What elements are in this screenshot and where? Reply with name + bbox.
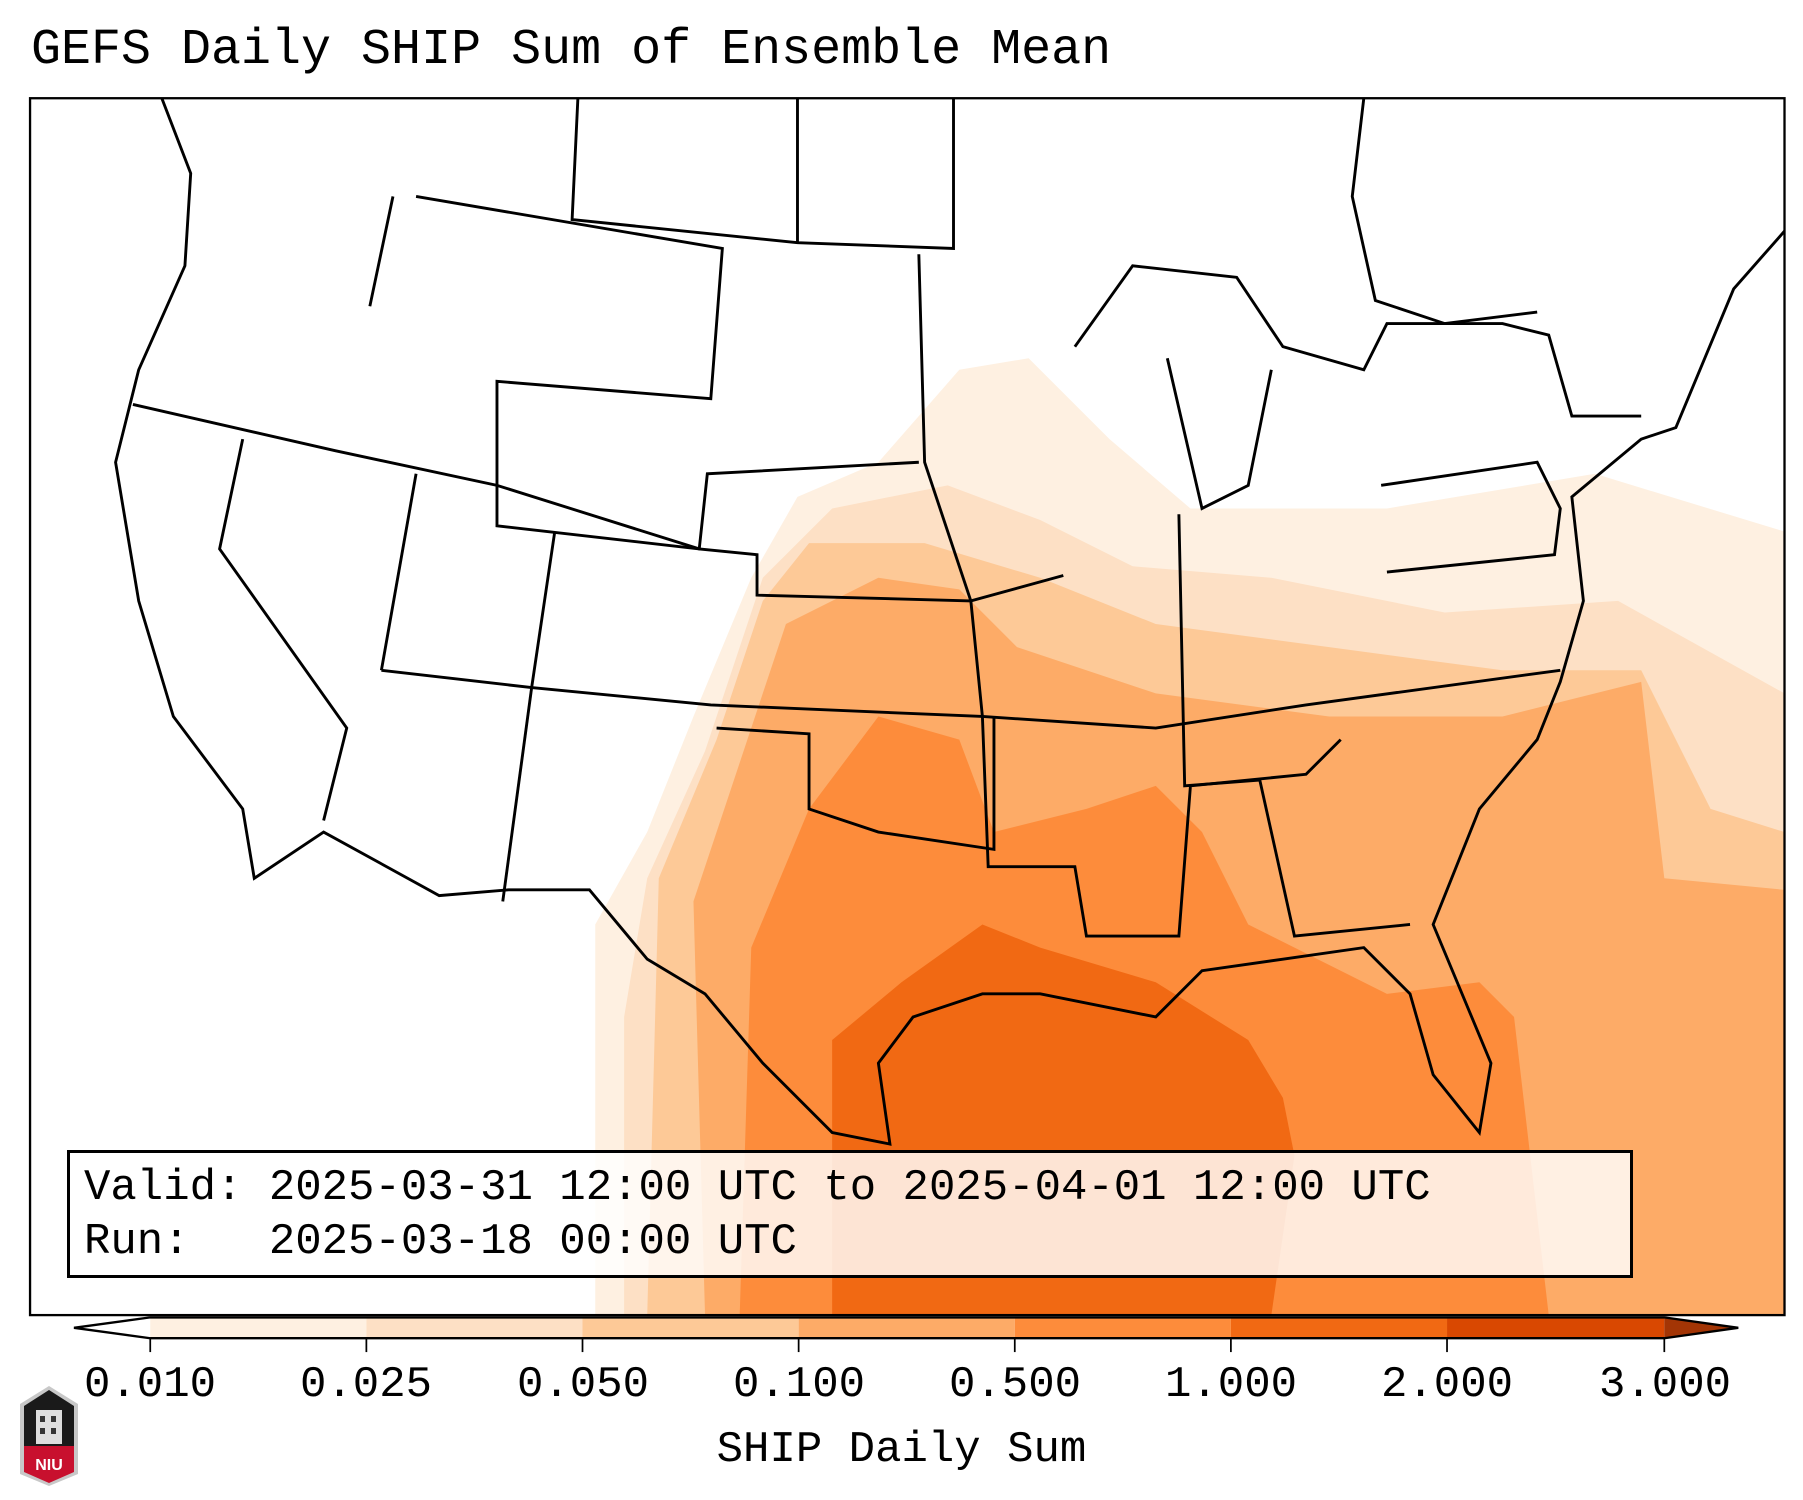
svg-text:NIU: NIU (35, 1457, 63, 1474)
colorbar-bin (150, 1317, 367, 1339)
colorbar-bin (366, 1317, 583, 1339)
colorbar-label: SHIP Daily Sum (716, 1425, 1087, 1475)
run-label: Run: (84, 1217, 190, 1267)
colorbar-tick-label: 3.000 (1598, 1360, 1732, 1410)
colorbar-bin (1230, 1317, 1448, 1339)
niu-logo: NIU (20, 1386, 78, 1486)
colorbar-under-extend (73, 1317, 151, 1339)
colorbar-tick-label: 0.100 (732, 1360, 866, 1410)
state-borders (114, 98, 1785, 1146)
colorbar-bin (1014, 1317, 1231, 1339)
colorbar-tick-label: 0.010 (83, 1360, 217, 1410)
info-box: Valid: 2025-03-31 12:00 UTC to 2025-04-0… (67, 1150, 1633, 1278)
valid-label: Valid: (84, 1163, 243, 1213)
plot-frame (28, 97, 1786, 1317)
colorbar-bin (582, 1317, 799, 1339)
colorbar-tick-label: 0.025 (299, 1360, 433, 1410)
colorbar-tick-label: 0.500 (948, 1360, 1082, 1410)
colorbar-bin (1447, 1317, 1665, 1339)
colorbar-tick-label: 1.000 (1164, 1360, 1298, 1410)
colorbar-bin (798, 1317, 1015, 1339)
valid-value: 2025-03-31 12:00 UTC to 2025-04-01 12:00… (268, 1163, 1431, 1213)
colorbar (73, 1316, 1739, 1353)
colorbar-tick-label: 2.000 (1380, 1360, 1514, 1410)
run-value: 2025-03-18 00:00 UTC (268, 1217, 797, 1267)
chart-title: GEFS Daily SHIP Sum of Ensemble Mean (31, 22, 1112, 79)
colorbar-tick-label: 0.050 (516, 1360, 650, 1410)
colorbar-over-extend (1664, 1317, 1739, 1339)
